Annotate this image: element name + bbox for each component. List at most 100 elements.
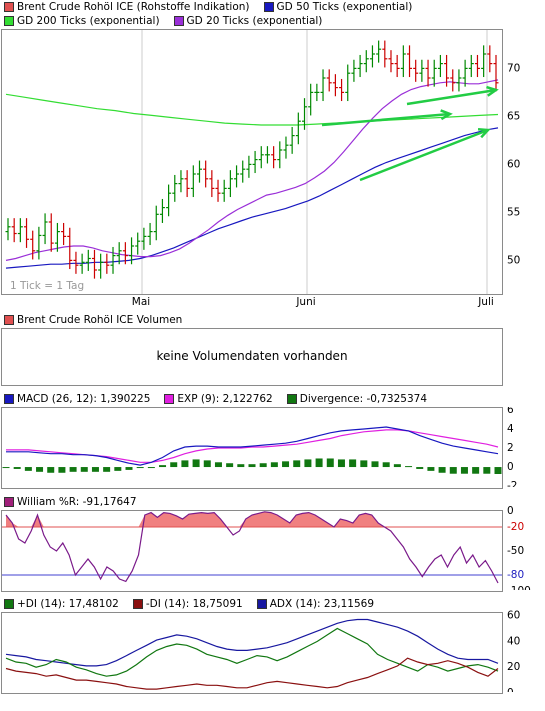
legend-item-macd: MACD (26, 12): 1,390225 (4, 393, 150, 405)
month-label: Juni (295, 296, 315, 308)
divergence-bar (103, 467, 111, 472)
legend-label: Brent Crude Rohöl ICE (Rohstoffe Indikat… (17, 0, 250, 13)
divergence-bar (460, 467, 468, 474)
ref-tick-label: -20 (507, 521, 524, 533)
divergence-bar (259, 463, 267, 468)
divergence-bar (170, 462, 178, 468)
williams-panel (1, 510, 503, 592)
minus-di-line (5, 657, 499, 690)
divergence-bar (393, 464, 401, 468)
divergence-bar (349, 459, 357, 468)
legend-label: MACD (26, 12): 1,390225 (17, 392, 151, 405)
divergence-bar (405, 466, 413, 468)
divergence-bar (125, 467, 133, 470)
divergence-bar (181, 460, 189, 468)
divergence-bar (371, 461, 379, 468)
divergence-bar (91, 467, 99, 472)
divergence-bar (326, 458, 334, 468)
annotation-arrow-head (477, 127, 491, 139)
divergence-bar (248, 464, 256, 468)
dmi-tick-label: 60 (507, 610, 520, 622)
divergence-bar (136, 467, 144, 469)
divergence-bar (2, 467, 10, 469)
legend-item-volume: Brent Crude Rohöl ICE Volumen (4, 314, 182, 326)
divergence-bar (226, 463, 234, 468)
divergence-bar (382, 462, 390, 468)
divergence-bar (36, 467, 44, 472)
no-volume-message: keine Volumendaten vorhanden (156, 349, 348, 363)
divergence-bar (270, 462, 278, 468)
legend-swatch (164, 393, 175, 404)
price-legend-2: GD 200 Ticks (exponential) GD 20 Ticks (… (4, 14, 336, 27)
macd-panel (1, 407, 503, 489)
price-tick-label: 55 (507, 206, 520, 218)
price-chart-panel: 1 Tick = 1 Tag (1, 29, 503, 295)
divergence-bar (69, 467, 77, 472)
legend-label: +DI (14): 17,48102 (17, 597, 119, 610)
divergence-bar (360, 460, 368, 468)
legend-label: ADX (14): 23,11569 (269, 597, 375, 610)
legend-item-gd50: GD 50 Ticks (exponential) (263, 1, 412, 13)
divergence-bar (237, 464, 245, 468)
dmi-legend: +DI (14): 17,48102 -DI (14): 18,75091 AD… (4, 597, 388, 610)
divergence-bar (416, 467, 424, 469)
divergence-bar (47, 467, 55, 473)
legend-item-gd20: GD 20 Ticks (exponential) (173, 14, 323, 27)
macd-line (6, 426, 499, 466)
divergence-bar (449, 467, 457, 474)
legend-item-divergence: Divergence: -0,7325374 (286, 393, 427, 405)
macd-tick-label: -2 (507, 480, 517, 487)
legend-swatch (4, 598, 14, 609)
price-tick-label: 50 (507, 254, 520, 266)
divergence-bar (483, 467, 491, 474)
dmi-tick-label: 0 (507, 687, 514, 692)
tick-note: 1 Tick = 1 Tag (10, 280, 85, 292)
month-label: Juli (477, 296, 494, 308)
dmi-y-axis: 60 40 20 0 (507, 610, 520, 692)
divergence-bar (282, 461, 290, 468)
price-legend: Brent Crude Rohöl ICE (Rohstoffe Indikat… (4, 0, 426, 13)
divergence-bar (147, 467, 155, 469)
plus-di-line (5, 627, 499, 677)
volume-legend: Brent Crude Rohöl ICE Volumen (4, 313, 196, 326)
annotation-arrow-line (321, 112, 451, 127)
dmi-chart (5, 618, 499, 690)
macd-tick-label: 4 (507, 423, 514, 435)
dmi-tick-label: 20 (507, 661, 520, 673)
divergence-bar (304, 459, 312, 468)
divergence-bar (114, 467, 122, 471)
price-y-axis: 70 65 60 55 50 (507, 62, 520, 266)
divergence-bar (159, 465, 167, 468)
ref-tick-label: -80 (507, 569, 524, 581)
gd200-line (5, 93, 499, 126)
divergence-bar (58, 467, 66, 473)
divergence-bar (293, 460, 301, 468)
legend-item-exp: EXP (9): 2,122762 (164, 392, 273, 405)
legend-label: GD 20 Ticks (exponential) (186, 14, 323, 27)
legend-label: EXP (9): 2,122762 (177, 392, 273, 405)
price-tick-label: 65 (507, 110, 520, 122)
legend-swatch (132, 598, 143, 609)
divergence-bar (427, 467, 435, 471)
legend-label: William %R: -91,17647 (17, 495, 137, 508)
macd-chart (2, 426, 502, 474)
legend-swatch (4, 393, 14, 404)
divergence-bar (337, 459, 345, 468)
legend-label: GD 200 Ticks (exponential) (17, 14, 160, 27)
divergence-bar (214, 462, 222, 468)
macd-y-axis: 6 4 2 0 -2 (507, 407, 517, 487)
month-label: Mai (132, 296, 150, 308)
divergence-bar (494, 467, 502, 474)
divergence-bar (192, 459, 200, 468)
legend-item-adx: ADX (14): 23,11569 (256, 597, 375, 610)
legend-item-plus-di: +DI (14): 17,48102 (4, 598, 119, 610)
williams-line (5, 511, 499, 584)
price-tick-label: 60 (507, 158, 520, 170)
williams-legend: William %R: -91,17647 (4, 495, 151, 508)
adx-line (5, 618, 499, 667)
legend-swatch (263, 1, 274, 12)
macd-tick-label: 2 (507, 442, 514, 454)
legend-item-williams: William %R: -91,17647 (4, 496, 137, 508)
legend-swatch (4, 496, 14, 507)
dmi-tick-label: 40 (507, 635, 520, 647)
